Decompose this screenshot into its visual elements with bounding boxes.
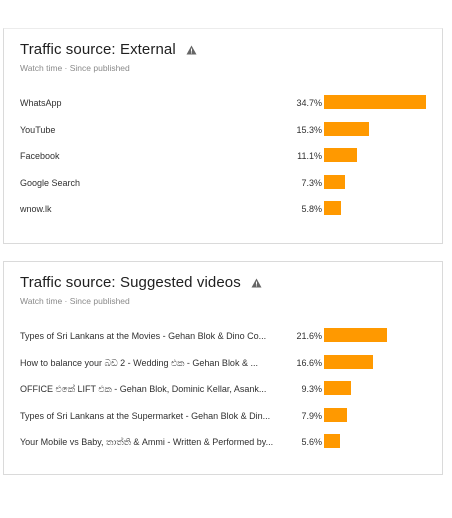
share-bar xyxy=(324,407,347,422)
source-percent: 7.3% xyxy=(301,177,322,188)
share-bar xyxy=(324,354,373,369)
list-item[interactable]: Google Search 7.3% xyxy=(20,174,426,195)
source-label[interactable]: WhatsApp xyxy=(20,98,62,108)
share-bar xyxy=(324,434,340,448)
card-subtitle: Watch time · Since published xyxy=(20,63,130,73)
share-bar xyxy=(324,201,341,215)
external-traffic-card: Traffic source: External Watch time · Si… xyxy=(3,28,443,244)
source-label[interactable]: OFFICE එකේ LIFT එක - Gehan Blok, Dominic… xyxy=(20,384,267,394)
source-percent: 15.3% xyxy=(296,124,322,135)
source-percent: 11.1% xyxy=(297,151,322,161)
source-label[interactable]: Facebook xyxy=(20,151,60,161)
source-label[interactable]: Google Search xyxy=(20,177,81,188)
source-label[interactable]: How to balance your බඩ 2 - Wedding එක - … xyxy=(20,357,258,368)
share-bar xyxy=(324,148,357,162)
source-percent: 5.6% xyxy=(301,437,322,447)
source-label[interactable]: Types of Sri Lankans at the Supermarket … xyxy=(20,410,271,421)
source-percent: 5.8% xyxy=(301,204,322,214)
list-item[interactable]: YouTube 15.3% xyxy=(20,121,426,142)
source-percent: 21.6% xyxy=(296,331,322,341)
list-item[interactable]: How to balance your බඩ 2 - Wedding එක - … xyxy=(20,354,426,375)
share-bar xyxy=(324,121,369,136)
source-label[interactable]: YouTube xyxy=(20,124,56,135)
source-label[interactable]: Types of Sri Lankans at the Movies - Geh… xyxy=(20,331,267,341)
list-item[interactable]: Types of Sri Lankans at the Supermarket … xyxy=(20,407,426,428)
list-item[interactable]: wnow.lk 5.8% xyxy=(20,201,426,221)
suggested-videos-card: Traffic source: Suggested videos Watch t… xyxy=(3,261,443,475)
share-bar xyxy=(324,328,387,342)
card-subtitle: Watch time · Since published xyxy=(20,296,130,306)
share-bar xyxy=(324,381,351,395)
share-bar xyxy=(324,95,426,109)
card-title: Traffic source: Suggested videos xyxy=(20,274,241,292)
source-percent: 34.7% xyxy=(296,98,322,108)
list-item[interactable]: WhatsApp 34.7% xyxy=(20,95,426,115)
list-item[interactable]: Your Mobile vs Baby, තාත්ති & Ammi - Wri… xyxy=(20,434,426,454)
source-label[interactable]: wnow.lk xyxy=(20,204,52,214)
share-bar xyxy=(324,174,345,189)
card-header: Traffic source: External Watch time · Si… xyxy=(20,41,426,73)
source-percent: 7.9% xyxy=(301,410,322,421)
list-item[interactable]: Types of Sri Lankans at the Movies - Geh… xyxy=(20,328,426,348)
card-header: Traffic source: Suggested videos Watch t… xyxy=(20,274,426,306)
source-percent: 9.3% xyxy=(301,384,322,394)
list-item[interactable]: OFFICE එකේ LIFT එක - Gehan Blok, Dominic… xyxy=(20,381,426,401)
source-label[interactable]: Your Mobile vs Baby, තාත්ති & Ammi - Wri… xyxy=(20,437,274,447)
card-title: Traffic source: External xyxy=(20,41,176,59)
warning-icon[interactable] xyxy=(251,278,262,288)
warning-icon[interactable] xyxy=(186,45,197,55)
source-percent: 16.6% xyxy=(296,357,322,368)
list-item[interactable]: Facebook 11.1% xyxy=(20,148,426,168)
